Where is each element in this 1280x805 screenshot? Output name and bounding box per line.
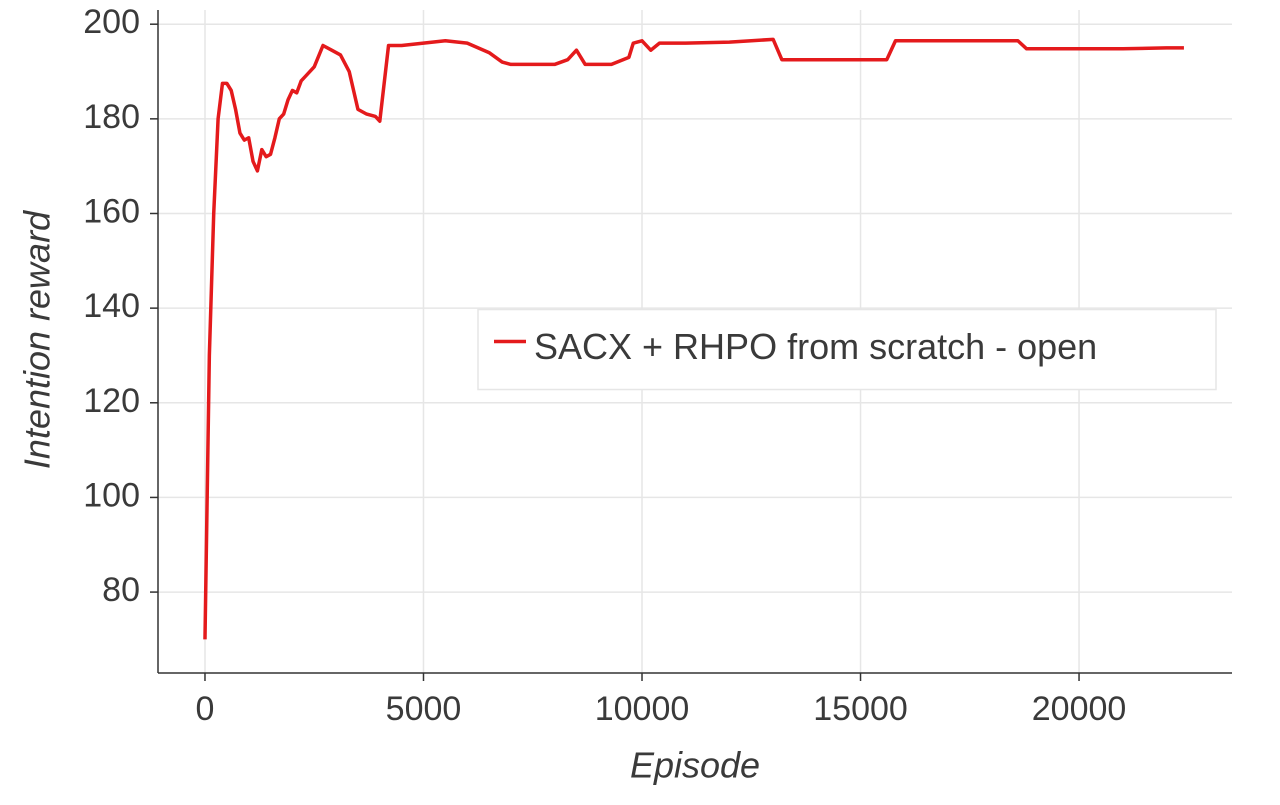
- y-tick-label: 180: [83, 98, 140, 136]
- x-tick-label: 0: [196, 690, 215, 728]
- y-tick-label: 200: [83, 3, 140, 41]
- legend-box: [477, 308, 1217, 391]
- y-tick-label: 160: [83, 192, 140, 230]
- y-axis-label: Intention reward: [17, 210, 58, 469]
- legend-label: SACX + RHPO from scratch - open: [534, 326, 1097, 367]
- y-tick-label: 120: [83, 382, 140, 420]
- x-tick-label: 20000: [1032, 690, 1127, 728]
- x-tick-label: 15000: [813, 690, 908, 728]
- y-tick-label: 140: [83, 287, 140, 325]
- x-axis-label: Episode: [630, 745, 760, 786]
- y-tick-label: 80: [102, 571, 140, 609]
- x-tick-label: 10000: [595, 690, 690, 728]
- y-tick-label: 100: [83, 476, 140, 514]
- line-series: [203, 37, 1184, 640]
- x-tick-label: 5000: [386, 690, 462, 728]
